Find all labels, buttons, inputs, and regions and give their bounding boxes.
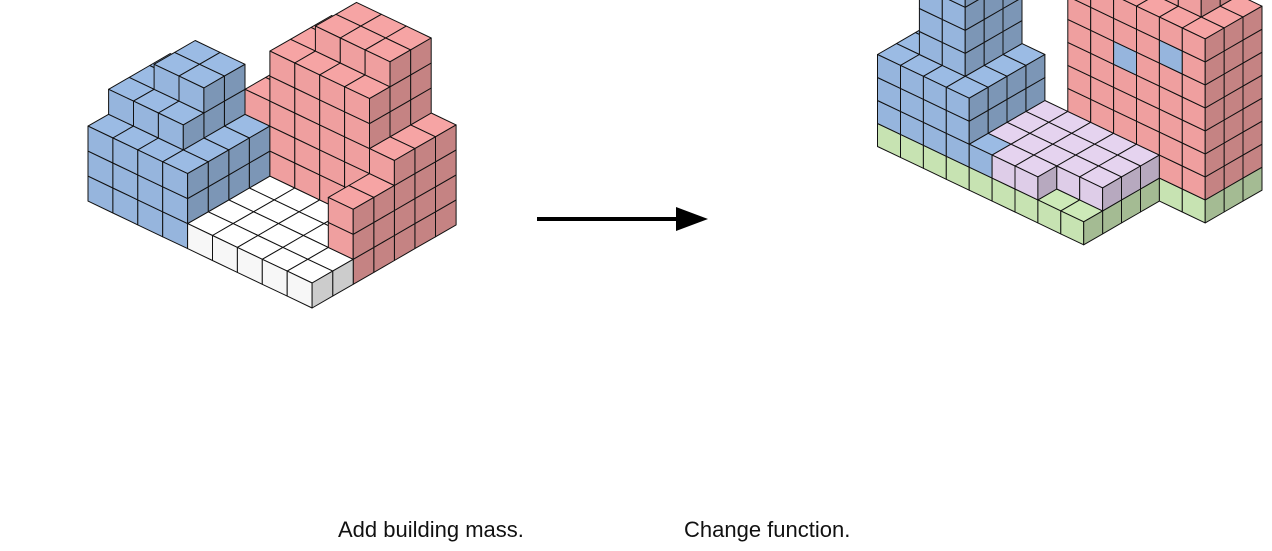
caption-change-function: Change function.	[684, 517, 851, 542]
left-cube-side-face	[182, 112, 205, 151]
arrow-right-icon	[537, 207, 708, 231]
caption-add-building-mass: Add building mass.	[338, 517, 524, 542]
right-cube-front-face	[1177, 0, 1202, 18]
right-cube-side-face	[1200, 0, 1221, 18]
right-massing-model	[877, 0, 1263, 246]
right-cube-front-face	[1090, 0, 1115, 19]
left-cube-side-face	[203, 75, 225, 114]
left-massing-model	[87, 1, 457, 309]
left-cube-side-face	[389, 49, 412, 88]
right-cube-side-face	[1219, 0, 1232, 7]
right-cube-side-face	[1204, 27, 1225, 63]
right-cube-front-face	[1074, 0, 1092, 8]
left-cube-side-face	[352, 196, 375, 235]
right-cube-front-face	[948, 0, 966, 8]
right-cube-side-face	[964, 0, 979, 8]
left-cube-side-face	[393, 148, 416, 186]
right-cube-side-face	[1083, 210, 1104, 246]
left-cube-side-face	[311, 270, 334, 309]
right-cube-front-face	[1164, 0, 1179, 7]
right-cube-side-face	[983, 0, 1004, 20]
right-cube-front-face	[918, 0, 943, 20]
right-cube-side-face	[968, 86, 989, 122]
right-cube-side-face	[1002, 0, 1019, 9]
right-cube-side-face	[1102, 176, 1122, 212]
left-cube-side-face	[369, 86, 391, 125]
left-cube-side-face	[187, 161, 209, 200]
